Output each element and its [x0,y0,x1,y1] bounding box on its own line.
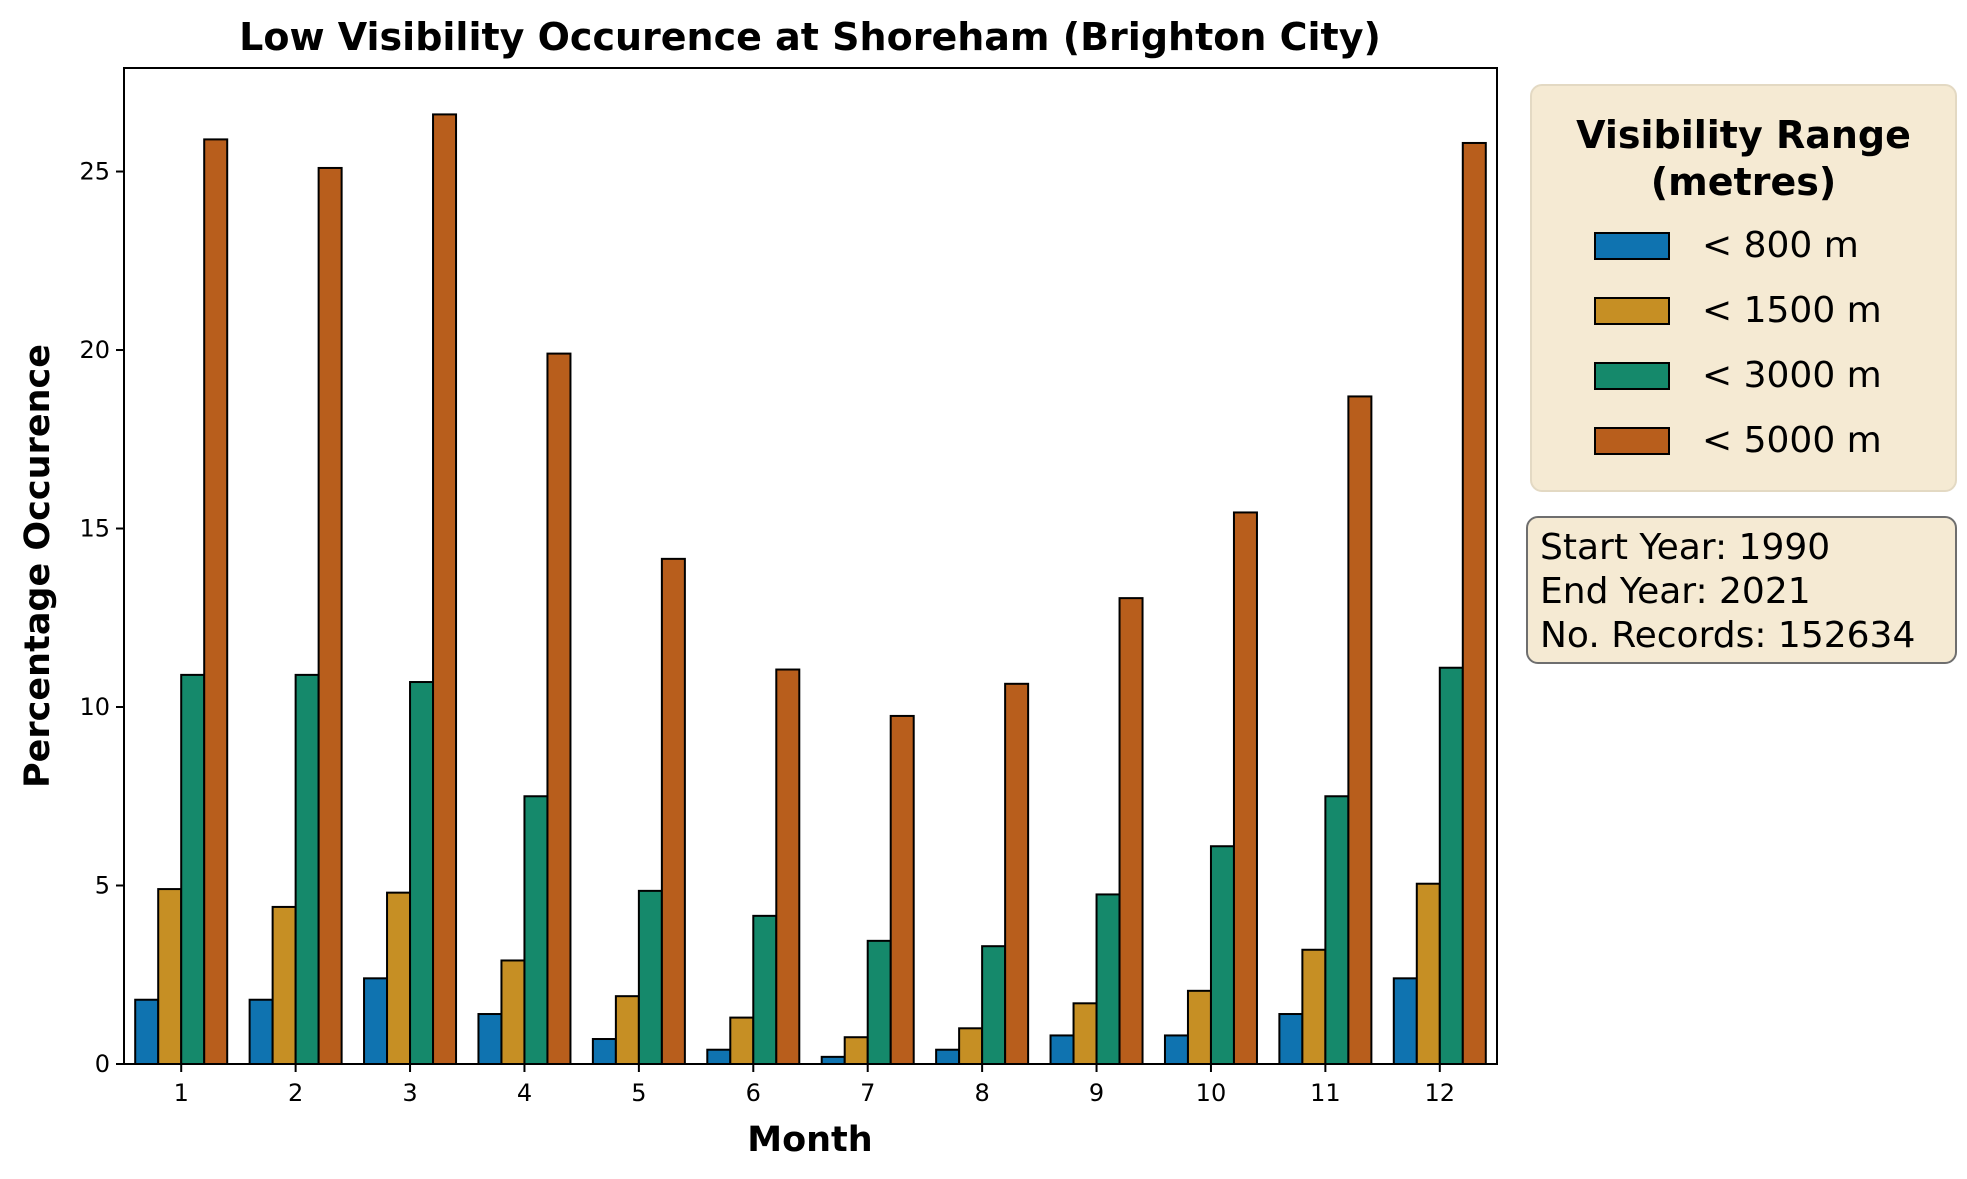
bar-month-4-series-4 [546,352,572,1066]
legend-swatch [1594,427,1670,455]
legend-swatch [1594,362,1670,390]
bar-month-10-series-3 [1209,845,1235,1066]
bar-month-9-series-3 [1095,893,1121,1065]
bar-month-8-series-4 [1004,682,1030,1065]
y-axis-ticks: 0 5 10 15 20 25 [79,158,124,1078]
bar-month-11-series-4 [1347,395,1373,1065]
bar-month-2-series-2 [271,905,297,1066]
records-count-text: No. Records: 152634 [1540,615,1916,656]
bar-month-2-series-4 [317,166,343,1066]
x-tick-label: 5 [631,1079,646,1107]
bar-month-9-series-1 [1049,1034,1075,1066]
bar-month-1-series-3 [180,673,206,1065]
bar-month-12-series-2 [1415,882,1441,1066]
y-tick-label: 5 [95,872,110,900]
info-box: Start Year: 1990 End Year: 2021 No. Reco… [1526,516,1957,664]
bar-month-3-series-1 [363,977,389,1065]
bar-month-3-series-2 [386,891,412,1065]
x-tick-label: 6 [746,1079,761,1107]
bar-month-1-series-4 [203,138,229,1066]
bar-month-5-series-2 [614,995,640,1066]
bar-month-4-series-3 [523,795,549,1065]
legend-label: < 3000 m [1702,355,1882,396]
x-tick-label: 3 [402,1079,417,1107]
bar-month-11-series-3 [1324,795,1350,1065]
legend-label: < 1500 m [1702,290,1882,331]
x-tick-label: 1 [174,1079,189,1107]
bar-month-6-series-1 [706,1048,732,1066]
y-tick-label: 25 [79,158,110,186]
bar-month-2-series-1 [248,998,274,1066]
x-tick-label: 9 [1089,1079,1104,1107]
bar-month-6-series-4 [775,668,801,1065]
bar-month-5-series-1 [591,1038,617,1065]
bar-month-9-series-4 [1118,597,1144,1065]
bar-month-12-series-1 [1392,977,1418,1065]
legend-label: < 800 m [1702,225,1859,266]
legend-swatch [1594,297,1670,325]
bar-month-7-series-2 [843,1036,869,1066]
end-year-text: End Year: 2021 [1540,571,1811,612]
x-tick-label: 11 [1310,1079,1341,1107]
legend-swatch [1594,232,1670,260]
x-tick-label: 7 [860,1079,875,1107]
legend-label: < 5000 m [1702,420,1882,461]
y-tick-label: 20 [79,336,110,364]
bar-month-9-series-2 [1072,1002,1098,1065]
bar-month-4-series-2 [500,959,526,1066]
y-tick-label: 15 [79,515,110,543]
y-axis-label: Percentage Occurence [18,344,58,788]
bar-month-10-series-1 [1163,1034,1189,1066]
legend: Visibility Range (metres) < 800 m < 1500… [1530,84,1957,492]
bar-month-8-series-1 [935,1048,961,1066]
x-tick-label: 8 [974,1079,989,1107]
x-tick-label: 12 [1425,1079,1456,1107]
bar-month-7-series-1 [820,1055,846,1066]
bar-month-7-series-4 [889,714,915,1065]
y-tick-label: 0 [95,1050,110,1078]
legend-title: Visibility Range (metres) [1576,113,1911,204]
x-tick-label: 2 [288,1079,303,1107]
x-tick-label: 10 [1196,1079,1227,1107]
bar-month-4-series-1 [477,1013,503,1065]
plot-frame [123,67,1498,1065]
bars-group [134,113,1487,1066]
bar-month-12-series-3 [1438,666,1464,1065]
bar-month-1-series-1 [134,998,160,1066]
bar-month-1-series-2 [157,888,183,1065]
bar-month-3-series-4 [432,113,458,1065]
bar-month-5-series-4 [660,557,686,1065]
bar-month-11-series-1 [1278,1013,1304,1065]
x-tick-label: 4 [517,1079,532,1107]
bar-month-10-series-4 [1232,511,1258,1065]
bar-month-8-series-3 [981,945,1007,1065]
x-axis-label: Month [747,1120,872,1160]
bar-month-2-series-3 [294,673,320,1065]
bar-month-12-series-4 [1461,141,1487,1066]
chart-title: Low Visibility Occurence at Shoreham (Br… [239,15,1381,59]
bar-month-3-series-3 [409,681,435,1065]
bar-month-11-series-2 [1301,948,1327,1065]
bar-month-5-series-3 [637,889,663,1066]
y-tick-label: 10 [79,693,110,721]
bar-month-6-series-3 [752,914,778,1066]
bar-month-10-series-2 [1186,989,1212,1065]
start-year-text: Start Year: 1990 [1540,527,1831,568]
x-axis-ticks: 1 2 3 4 5 6 7 8 9 10 11 12 [174,1064,1455,1107]
bar-month-7-series-3 [866,939,892,1065]
bar-month-8-series-2 [958,1027,984,1065]
bar-month-6-series-2 [729,1016,755,1065]
